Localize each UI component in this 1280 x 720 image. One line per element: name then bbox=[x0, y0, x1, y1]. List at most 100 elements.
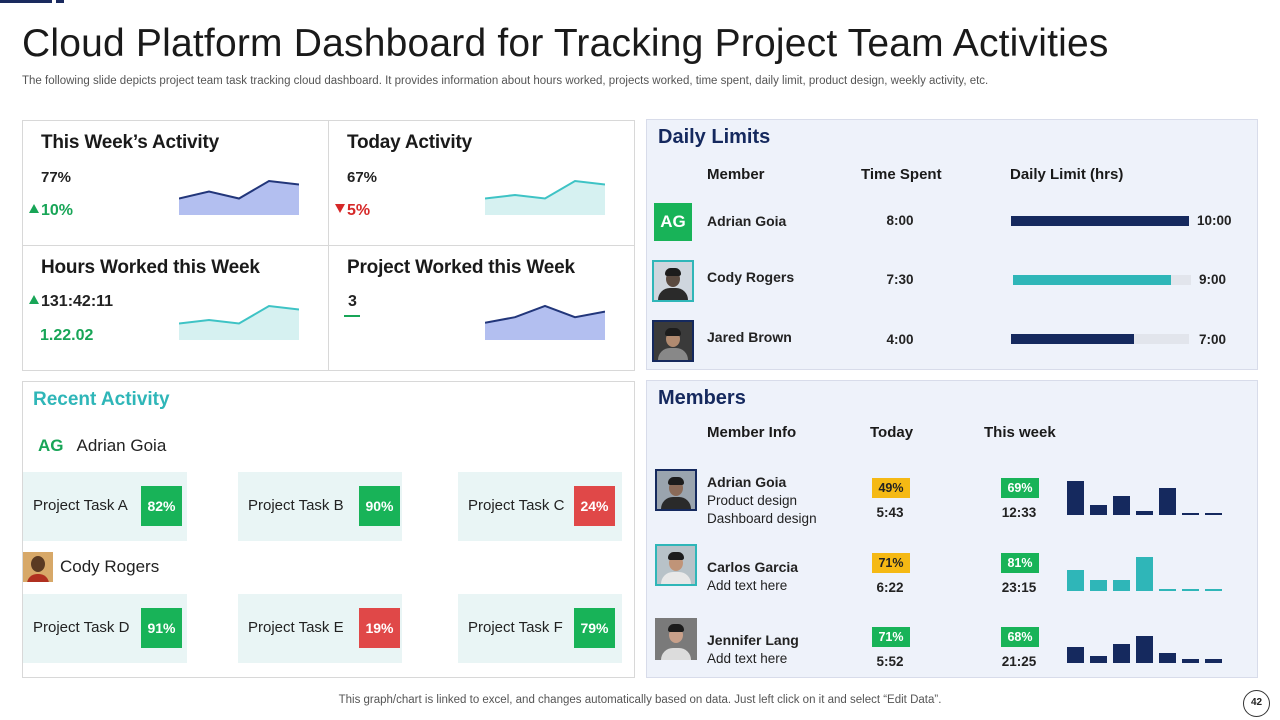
daily-limit-fill bbox=[1011, 216, 1189, 226]
week-percent-badge: 81% bbox=[1001, 553, 1039, 573]
daily-limit-fill bbox=[1013, 275, 1172, 285]
daily-limits-title: Daily Limits bbox=[658, 126, 771, 148]
initials-avatar: AG bbox=[38, 436, 64, 455]
today-time: 5:43 bbox=[876, 505, 904, 520]
avatar bbox=[655, 544, 697, 586]
recent-person-adrian: AG Adrian Goia bbox=[38, 436, 166, 456]
daily-limit-bar bbox=[1013, 275, 1191, 285]
weekly-bar-chart bbox=[1067, 629, 1237, 663]
avatar bbox=[655, 469, 697, 511]
today-percent-badge: 49% bbox=[872, 478, 910, 498]
projects-worked-card[interactable]: Project Worked this Week 3 bbox=[329, 246, 635, 371]
weekly-bar bbox=[1182, 588, 1199, 591]
weekly-bar-chart bbox=[1067, 481, 1237, 515]
time-spent: 7:30 bbox=[886, 272, 914, 287]
week-percent-badge: 69% bbox=[1001, 478, 1039, 498]
weekly-bar bbox=[1205, 659, 1222, 663]
member-name: Carlos Garcia bbox=[707, 559, 799, 575]
member-name: Jared Brown bbox=[707, 329, 792, 345]
today-activity-card[interactable]: Today Activity 67% 5% bbox=[329, 121, 635, 246]
footer-note: This graph/chart is linked to excel, and… bbox=[338, 694, 942, 706]
week-activity-sparkline bbox=[179, 179, 299, 215]
week-activity-delta: 10% bbox=[29, 202, 73, 220]
member-name: Adrian Goia bbox=[707, 213, 787, 229]
members-title: Members bbox=[658, 387, 746, 409]
today-activity-delta: 5% bbox=[335, 202, 370, 220]
today-activity-title: Today Activity bbox=[347, 132, 472, 153]
week-activity-card[interactable]: This Week’s Activity 77% 10% bbox=[23, 121, 329, 246]
today-time: 6:22 bbox=[876, 580, 904, 595]
page-subtitle: The following slide depicts project team… bbox=[22, 75, 989, 87]
task-percent-badge: 24% bbox=[574, 486, 615, 526]
hours-value-text: 131:42:11 bbox=[41, 293, 114, 310]
today-activity-value: 67% bbox=[347, 169, 378, 186]
task-card[interactable]: Project Task F 79% bbox=[458, 594, 622, 663]
page-number: 42 bbox=[1243, 690, 1270, 717]
sparkline-area bbox=[485, 181, 605, 215]
sparkline-line bbox=[485, 304, 605, 324]
sparkline-area bbox=[179, 181, 299, 215]
member-name: Jennifer Lang bbox=[707, 632, 799, 648]
activity-panel: This Week’s Activity 77% 10% Today Activ… bbox=[22, 120, 635, 371]
week-activity-title: This Week’s Activity bbox=[41, 132, 219, 153]
weekly-bar bbox=[1136, 636, 1153, 663]
col-header-daily-limit: Daily Limit (hrs) bbox=[1010, 166, 1124, 183]
weekly-bar bbox=[1113, 643, 1130, 663]
member-info-line: Add text here bbox=[707, 578, 788, 593]
task-label: Project Task C bbox=[468, 497, 565, 514]
weekly-bar bbox=[1067, 481, 1084, 515]
weekly-bar bbox=[1159, 488, 1176, 515]
member-name: Adrian Goia bbox=[707, 474, 787, 490]
task-card[interactable]: Project Task E 19% bbox=[238, 594, 402, 663]
recent-activity-title: Recent Activity bbox=[33, 389, 170, 410]
daily-limit-bar bbox=[1011, 216, 1189, 226]
weekly-bar bbox=[1136, 557, 1153, 591]
page-title: Cloud Platform Dashboard for Tracking Pr… bbox=[22, 22, 1109, 65]
projects-worked-sparkline bbox=[485, 304, 605, 340]
col-header-this-week: This week bbox=[984, 424, 1056, 441]
col-header-member: Member bbox=[707, 166, 765, 183]
daily-limits-panel: Daily Limits Member Time Spent Daily Lim… bbox=[646, 119, 1258, 370]
task-label: Project Task E bbox=[248, 619, 344, 636]
hours-worked-card[interactable]: Hours Worked this Week 131:42:11 1.22.02 bbox=[23, 246, 329, 371]
weekly-bar bbox=[1182, 659, 1199, 663]
today-time: 5:52 bbox=[876, 654, 904, 669]
recent-person-cody: Cody Rogers bbox=[23, 552, 160, 582]
col-header-today: Today bbox=[870, 424, 914, 441]
sparkline-line bbox=[179, 304, 299, 325]
today-percent-badge: 71% bbox=[872, 627, 910, 647]
weekly-bar bbox=[1136, 511, 1153, 515]
weekly-bar bbox=[1067, 647, 1084, 663]
weekly-bar bbox=[1159, 588, 1176, 591]
hours-worked-title: Hours Worked this Week bbox=[41, 257, 260, 278]
weekly-bar bbox=[1113, 495, 1130, 515]
daily-limit-value: 9:00 bbox=[1199, 272, 1227, 287]
member-name: Cody Rogers bbox=[707, 269, 795, 285]
time-spent: 8:00 bbox=[886, 213, 914, 228]
task-label: Project Task F bbox=[468, 619, 563, 636]
col-header-time-spent: Time Spent bbox=[861, 166, 942, 183]
daily-limit-fill bbox=[1011, 334, 1134, 344]
task-card[interactable]: Project Task D 91% bbox=[23, 594, 187, 663]
hours-worked-value: 131:42:11 bbox=[29, 293, 113, 311]
task-percent-badge: 79% bbox=[574, 608, 615, 648]
task-card[interactable]: Project Task A 82% bbox=[23, 472, 187, 541]
weekly-bar bbox=[1090, 655, 1107, 663]
task-card[interactable]: Project Task B 90% bbox=[238, 472, 402, 541]
task-percent-badge: 19% bbox=[359, 608, 400, 648]
weekly-bar bbox=[1205, 588, 1222, 591]
week-activity-value: 77% bbox=[41, 169, 72, 186]
sparkline-area bbox=[179, 306, 299, 340]
time-spent: 4:00 bbox=[886, 332, 914, 347]
weekly-bar bbox=[1090, 580, 1107, 591]
task-card[interactable]: Project Task C 24% bbox=[458, 472, 622, 541]
today-activity-sparkline bbox=[485, 179, 605, 215]
person-name: Cody Rogers bbox=[60, 557, 160, 576]
week-time: 23:15 bbox=[1001, 580, 1037, 595]
today-delta-text: 5% bbox=[347, 202, 371, 219]
projects-underline bbox=[344, 315, 360, 317]
sparkline-area bbox=[485, 306, 605, 340]
weekly-bar bbox=[1205, 512, 1222, 515]
sparkline-line bbox=[485, 179, 605, 200]
initials-avatar: AG bbox=[654, 203, 692, 241]
